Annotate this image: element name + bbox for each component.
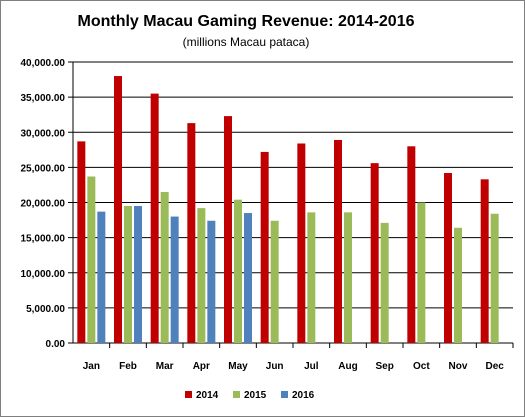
bar-2014-jun xyxy=(260,151,269,343)
bar-2015-sep xyxy=(380,222,389,343)
legend: 2014 2015 2016 xyxy=(185,390,315,401)
x-tick-label: Dec xyxy=(485,361,504,372)
legend-label-2014: 2014 xyxy=(196,390,219,401)
x-tick-label: May xyxy=(228,361,248,372)
bar-2014-sep xyxy=(370,163,379,343)
x-tick-label: Nov xyxy=(449,361,468,372)
x-tick-label: Aug xyxy=(338,361,357,372)
x-tick-label: Feb xyxy=(119,361,137,372)
axes xyxy=(68,61,514,348)
bar-2014-apr xyxy=(187,123,196,344)
y-tick-label: 20,000.00 xyxy=(21,199,66,210)
bar-2015-dec xyxy=(490,213,499,343)
bars xyxy=(77,76,499,344)
x-tick-label: Mar xyxy=(156,361,174,372)
bar-2014-mar xyxy=(150,93,159,343)
y-tick-label: 0.00 xyxy=(46,339,66,350)
bar-2014-nov xyxy=(444,172,452,343)
bar-2014-oct xyxy=(407,146,416,343)
legend-label-2016: 2016 xyxy=(292,390,315,401)
legend-swatch-2016 xyxy=(281,391,288,398)
bar-2014-jul xyxy=(297,143,306,343)
bar-2015-mar xyxy=(160,191,169,343)
bar-2015-jun xyxy=(270,220,279,343)
y-tick-label: 25,000.00 xyxy=(21,163,66,174)
x-tick-label: Oct xyxy=(413,361,430,372)
bar-2015-jul xyxy=(307,212,316,343)
y-tick-label: 15,000.00 xyxy=(21,234,66,245)
bar-2014-may xyxy=(224,116,232,343)
x-tick-label: Jul xyxy=(304,361,319,372)
bar-2016-apr xyxy=(207,220,216,343)
bar-2015-jan xyxy=(87,176,96,343)
bar-2014-jan xyxy=(77,141,86,343)
bar-2016-mar xyxy=(170,216,179,343)
y-tick-label: 10,000.00 xyxy=(21,269,66,280)
y-tick-label: 5,000.00 xyxy=(26,304,65,315)
y-axis-tick-labels: 0.00 5,000.00 10,000.00 15,000.00 20,000.00 2… xyxy=(21,58,66,350)
x-tick-label: Jun xyxy=(266,361,284,372)
chart-title: Monthly Macau Gaming Revenue: 2014-2016 xyxy=(78,13,415,30)
gridlines xyxy=(73,61,513,344)
bar-2015-oct xyxy=(417,202,426,343)
x-tick-label: Apr xyxy=(193,361,210,372)
chart-subtitle: (millions Macau pataca) xyxy=(183,35,310,49)
bar-2016-may xyxy=(244,213,252,343)
y-tick-label: 40,000.00 xyxy=(21,58,66,69)
x-tick-label: Jan xyxy=(83,361,100,372)
legend-swatch-2015 xyxy=(233,391,240,398)
bar-2015-may xyxy=(234,199,242,343)
bar-2014-aug xyxy=(334,139,342,343)
y-tick-label: 30,000.00 xyxy=(21,128,66,139)
bar-2015-feb xyxy=(124,206,132,343)
bar-2016-jan xyxy=(97,211,106,343)
legend-swatch-2014 xyxy=(185,391,192,398)
bar-2015-apr xyxy=(197,208,206,343)
bar-2014-dec xyxy=(480,179,489,343)
legend-label-2015: 2015 xyxy=(244,390,267,401)
bar-2015-nov xyxy=(454,227,462,343)
x-tick-label: Sep xyxy=(375,361,393,372)
y-tick-label: 35,000.00 xyxy=(21,93,66,104)
bar-2016-feb xyxy=(134,206,142,343)
bar-2015-aug xyxy=(344,212,352,343)
bar-2014-feb xyxy=(114,76,122,344)
x-axis-tick-labels: Jan Feb Mar Apr May Jun Jul Aug Sep Oct Nov Dec xyxy=(83,361,505,372)
